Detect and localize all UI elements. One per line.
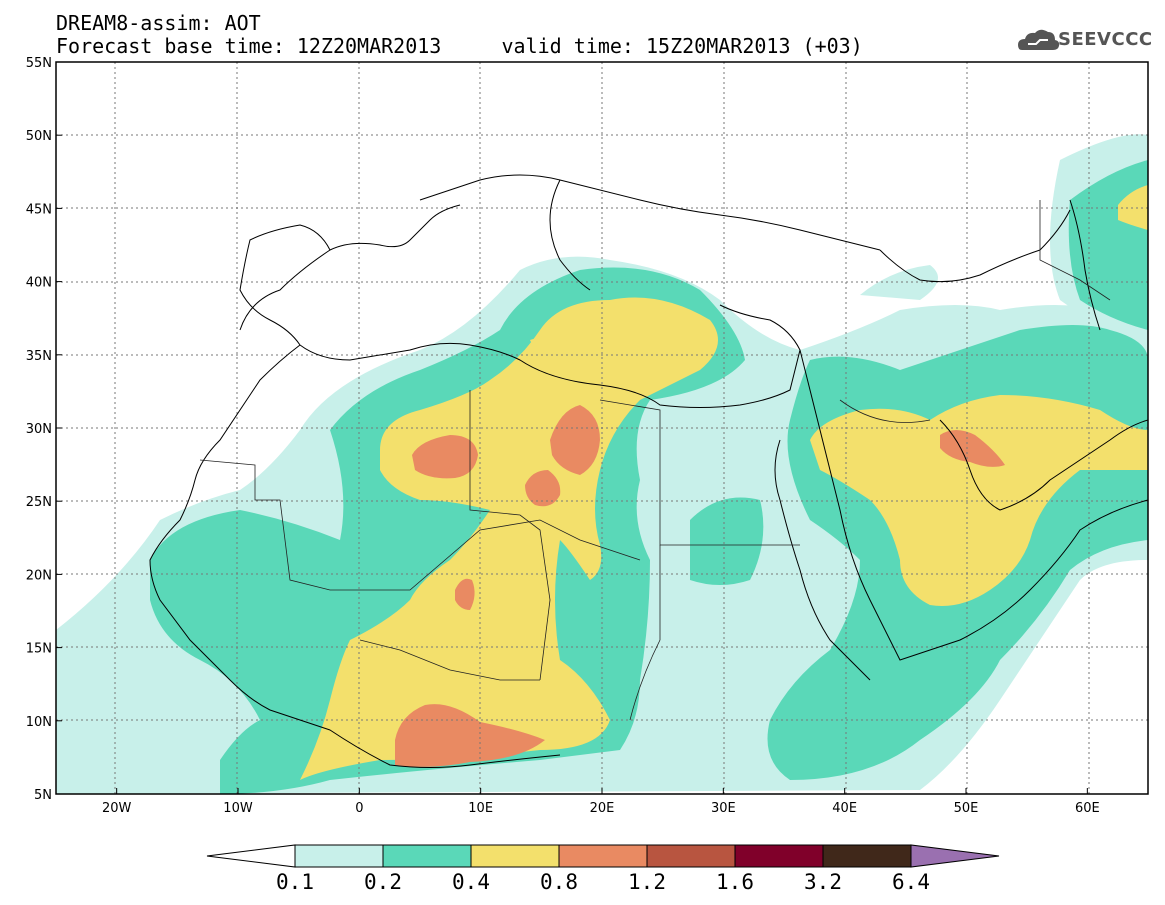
aot-band-0.8-gulf <box>940 430 1005 467</box>
seevccc-logo-text: SEEVCCC <box>1058 29 1153 50</box>
colorbar-tick-label: 3.2 <box>804 870 842 894</box>
map-title: DREAM8-assim: AOT <box>56 11 261 35</box>
aot-band-0.4-arabia <box>810 395 1148 606</box>
lon-tick-label: 0 <box>355 801 363 816</box>
lat-tick-label: 55N <box>26 56 52 71</box>
aot-band-0.1-east-med <box>860 265 938 300</box>
colorbar-tick-label: 6.4 <box>892 870 930 894</box>
lat-tick-label: 45N <box>26 202 52 217</box>
seevccc-cloud-logo-icon <box>1018 29 1060 50</box>
colorbar-swatch <box>470 844 560 868</box>
lat-tick-label: 35N <box>26 349 52 364</box>
lat-tick-label: 40N <box>26 276 52 291</box>
borders <box>199 200 1111 721</box>
lat-tick-label: 5N <box>34 788 52 803</box>
lat-tick-label: 10N <box>26 715 52 730</box>
lon-tick-label: 20W <box>102 801 132 816</box>
aot-band-0.4-sahara <box>300 297 718 780</box>
lat-tick-label: 25N <box>26 495 52 510</box>
colorbar-tick-label: 0.1 <box>276 870 314 894</box>
lon-tick-label: 30E <box>711 801 736 816</box>
colorbar-swatch <box>558 844 648 868</box>
aot-band-0.8-algeria <box>412 435 478 479</box>
forecast-time-line: Forecast base time: 12Z20MAR2013 valid t… <box>56 34 863 58</box>
lat-tick-label: 30N <box>26 422 52 437</box>
colorbar <box>206 844 1000 868</box>
colorbar-tick-label: 1.6 <box>716 870 754 894</box>
aot-contours <box>56 134 1148 794</box>
colorbar-swatch <box>294 844 384 868</box>
lon-tick-label: 60E <box>1075 801 1100 816</box>
lon-tick-label: 10E <box>468 801 493 816</box>
colorbar-swatch <box>382 844 472 868</box>
colorbar-swatch <box>646 844 736 868</box>
aot-band-0.2-central-africa <box>690 497 764 585</box>
colorbar-swatch <box>734 844 824 868</box>
aot-band-0.8-libya <box>550 405 600 475</box>
lat-tick-label: 50N <box>26 129 52 144</box>
coastlines <box>149 174 1149 768</box>
lon-tick-label: 50E <box>954 801 979 816</box>
colorbar-tick-label: 1.2 <box>628 870 666 894</box>
colorbar-under-arrow <box>206 844 296 868</box>
colorbar-tick-label: 0.8 <box>540 870 578 894</box>
aot-band-0.8-niger <box>455 578 475 610</box>
colorbar-tick-label: 0.4 <box>452 870 490 894</box>
colorbar-swatch <box>822 844 912 868</box>
colorbar-over-arrow <box>910 844 1000 868</box>
lat-tick-label: 20N <box>26 568 52 583</box>
aot-band-0.4-libya-pocket <box>530 336 580 364</box>
tick-marks <box>56 61 1088 795</box>
graticule <box>56 62 1148 794</box>
lon-tick-label: 10W <box>223 801 253 816</box>
tick-labels: 20W 10W 0 10E 20E 30E 40E 50E 60E 55N 50N 45N 40N 35N… <box>26 56 1100 816</box>
lon-tick-label: 40E <box>832 801 857 816</box>
colorbar-tick-label: 0.2 <box>364 870 402 894</box>
aot-band-0.8-libya-south <box>525 470 561 507</box>
lat-tick-label: 15N <box>26 642 52 657</box>
lon-tick-label: 20E <box>590 801 615 816</box>
